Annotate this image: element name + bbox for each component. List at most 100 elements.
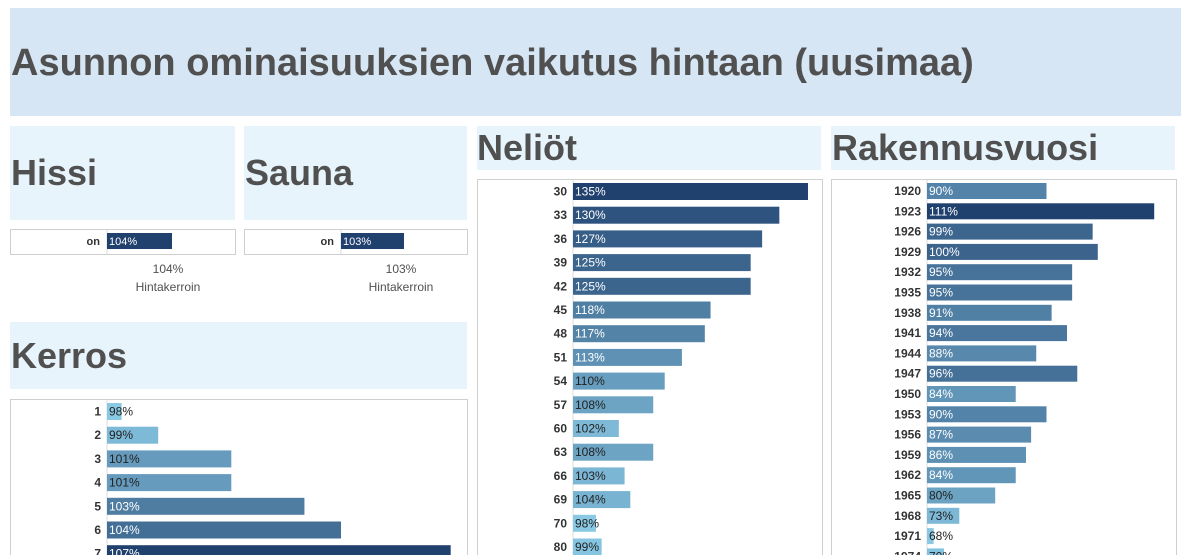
rakennusvuosi-category-label: 1941 [894, 326, 921, 340]
sauna-category-label: on [321, 236, 335, 248]
rakennusvuosi-value-label: 111% [929, 204, 958, 218]
rakennusvuosi-value-label: 84% [929, 387, 953, 401]
kerros-value-label: 98% [109, 405, 133, 419]
rakennusvuosi-category-label: 1971 [894, 529, 921, 543]
rakennusvuosi-category-label: 1938 [894, 306, 921, 320]
neliot-category-label: 39 [554, 256, 568, 270]
kerros-value-label: 104% [109, 523, 140, 537]
neliot-value-label: 98% [575, 516, 599, 530]
rakennusvuosi-value-label: 86% [929, 448, 953, 462]
neliot-category-label: 69 [554, 493, 568, 507]
kerros-value-label: 101% [109, 452, 140, 466]
neliot-bar[interactable] [573, 183, 808, 200]
rakennusvuosi-title: Rakennusvuosi [832, 127, 1098, 169]
sauna-measure-label: Hintakerroin [351, 280, 451, 294]
rakennusvuosi-category-label: 1950 [894, 387, 921, 401]
neliot-category-label: 66 [554, 469, 568, 483]
hissi-title: Hissi [11, 152, 97, 194]
neliot-value-label: 117% [575, 327, 605, 341]
neliot-value-label: 110% [575, 374, 605, 388]
neliot-value-label: 135% [575, 185, 606, 199]
neliot-value-label: 127% [575, 232, 606, 246]
rakennusvuosi-category-label: 1929 [894, 245, 921, 259]
rakennusvuosi-bar[interactable] [927, 203, 1154, 219]
neliot-value-label: 125% [575, 279, 606, 293]
rakennusvuosi-value-label: 91% [929, 306, 953, 320]
rakennusvuosi-category-label: 1932 [894, 265, 921, 279]
neliot-category-label: 70 [554, 516, 568, 530]
rakennusvuosi-category-label: 1959 [894, 448, 921, 462]
neliot-category-label: 45 [554, 303, 568, 317]
rakennusvuosi-value-label: 80% [929, 489, 953, 503]
hissi-chart: on 104% [10, 229, 236, 255]
kerros-bar[interactable] [107, 522, 341, 539]
hissi-bar-chart: on 104% [11, 230, 235, 254]
rakennusvuosi-value-label: 95% [929, 286, 953, 300]
sauna-chart: on 103% [244, 229, 468, 255]
neliot-category-label: 80 [554, 540, 568, 554]
neliot-category-label: 63 [554, 445, 568, 459]
sauna-title: Sauna [245, 152, 353, 194]
neliot-value-label: 108% [575, 445, 606, 459]
rakennusvuosi-value-label: 70% [929, 549, 953, 555]
neliot-title: Neliöt [477, 127, 577, 169]
rakennusvuosi-category-label: 1965 [894, 489, 921, 503]
rakennusvuosi-bar-chart: 1920 90% 1923 111% 1926 99% 1929 100% 1932 95% 193… [832, 180, 1176, 555]
neliot-value-label: 125% [575, 256, 606, 270]
rakennusvuosi-value-label: 84% [929, 468, 953, 482]
neliot-value-label: 104% [575, 493, 606, 507]
kerros-value-label: 101% [109, 476, 140, 490]
rakennusvuosi-category-label: 1935 [894, 286, 921, 300]
rakennusvuosi-value-label: 100% [929, 245, 960, 259]
kerros-category-label: 3 [94, 452, 101, 466]
rakennusvuosi-value-label: 88% [929, 346, 953, 360]
neliot-value-label: 102% [575, 422, 606, 436]
kerros-category-label: 4 [94, 476, 101, 490]
neliot-value-label: 118% [575, 303, 605, 317]
rakennusvuosi-category-label: 1962 [894, 468, 921, 482]
rakennusvuosi-category-label: 1944 [894, 346, 921, 360]
neliot-category-label: 60 [554, 422, 568, 436]
rakennusvuosi-category-label: 1920 [894, 184, 921, 198]
rakennusvuosi-value-label: 73% [929, 509, 953, 523]
kerros-title: Kerros [11, 335, 127, 377]
neliot-value-label: 108% [575, 398, 606, 412]
hissi-category-label: on [87, 236, 101, 248]
neliot-category-label: 51 [554, 350, 568, 364]
neliot-category-label: 57 [554, 398, 568, 412]
rakennusvuosi-category-label: 1974 [894, 549, 921, 555]
kerros-value-label: 103% [109, 499, 140, 513]
kerros-category-label: 5 [94, 499, 101, 513]
kerros-category-label: 2 [94, 428, 101, 442]
sauna-bar-chart: on 103% [245, 230, 467, 254]
neliot-value-label: 99% [575, 540, 599, 554]
dashboard-title: Asunnon ominaisuuksien vaikutus hintaan … [11, 42, 974, 85]
rakennusvuosi-value-label: 96% [929, 367, 953, 381]
hissi-value-label: 104% [109, 236, 137, 248]
rakennusvuosi-value-label: 99% [929, 225, 953, 239]
rakennusvuosi-value-label: 94% [929, 326, 953, 340]
neliot-value-label: 130% [575, 208, 606, 222]
neliot-category-label: 54 [554, 374, 568, 388]
neliot-category-label: 42 [554, 279, 568, 293]
neliot-category-label: 36 [554, 232, 568, 246]
sauna-value-label: 103% [343, 236, 371, 248]
rakennusvuosi-category-label: 1926 [894, 225, 921, 239]
neliot-category-label: 30 [554, 185, 568, 199]
rakennusvuosi-category-label: 1923 [894, 204, 921, 218]
hissi-measure-label: Hintakerroin [118, 280, 218, 294]
rakennusvuosi-category-label: 1968 [894, 509, 921, 523]
kerros-value-label: 99% [109, 428, 133, 442]
rakennusvuosi-chart: 1920 90% 1923 111% 1926 99% 1929 100% 1932 95% 193… [831, 179, 1177, 555]
neliot-category-label: 33 [554, 208, 568, 222]
sauna-value-readout: 103% [351, 262, 451, 276]
rakennusvuosi-category-label: 1953 [894, 407, 921, 421]
rakennusvuosi-value-label: 90% [929, 407, 953, 421]
rakennusvuosi-category-label: 1947 [894, 367, 921, 381]
rakennusvuosi-value-label: 95% [929, 265, 953, 279]
kerros-category-label: 6 [94, 523, 101, 537]
